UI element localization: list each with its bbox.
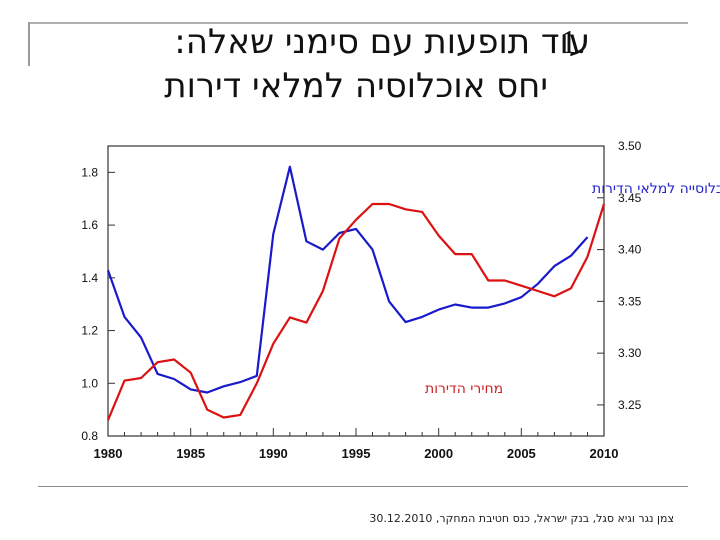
y-left-tick-label: 1.2 — [81, 324, 98, 338]
series-line-house-prices — [106, 202, 606, 421]
series-label-house-prices: מחירי הדירות — [425, 381, 503, 397]
footer-divider — [38, 486, 688, 487]
y-right-tick-label: 3.40 — [618, 243, 642, 257]
slide-footer: צמן נגר וגיא סגל, בנק ישראל, כנס חטיבת ה… — [369, 512, 674, 525]
series-label-population-ratio: יחס האוכלוסייה למלאי הדירות — [592, 181, 720, 197]
y-right-tick-label: 3.45 — [618, 191, 642, 205]
y-right-tick-label: 3.50 — [618, 139, 642, 153]
x-tick-label: 2005 — [507, 446, 536, 461]
series-lines — [106, 165, 606, 421]
slide-title-line2: יחס אוכלוסיה למלאי דירות — [164, 66, 548, 106]
slide-number: 1. — [560, 24, 586, 61]
y-axis-left: 0.8 1.0 1.2 1.4 1.6 1.8 — [81, 165, 115, 443]
y-right-tick-label: 3.30 — [618, 346, 642, 360]
y-left-tick-label: 1.8 — [81, 165, 98, 179]
x-tick-label: 2000 — [424, 446, 453, 461]
y-left-tick-label: 0.8 — [81, 429, 98, 443]
y-left-tick-label: 1.4 — [81, 271, 98, 285]
y-left-tick-label: 1.0 — [81, 376, 98, 390]
x-axis: 1980 1985 1990 1995 2000 2005 2010 — [94, 428, 619, 461]
x-tick-label: 2010 — [590, 446, 619, 461]
y-left-tick-label: 1.6 — [81, 218, 98, 232]
y-axis-right: 3.25 3.30 3.35 3.40 3.45 3.50 — [597, 139, 642, 412]
series-line-population-ratio — [106, 165, 589, 394]
x-tick-label: 1980 — [94, 446, 123, 461]
x-tick-label: 1985 — [176, 446, 205, 461]
x-tick-label: 1995 — [342, 446, 371, 461]
y-right-tick-label: 3.35 — [618, 294, 642, 308]
x-tick-label: 1990 — [259, 446, 288, 461]
title-frame-top — [28, 22, 688, 24]
y-right-tick-label: 3.25 — [618, 398, 642, 412]
slide-title-line1: עוד תופעות עם סימני שאלה: — [174, 22, 590, 62]
title-frame-left — [28, 22, 30, 66]
